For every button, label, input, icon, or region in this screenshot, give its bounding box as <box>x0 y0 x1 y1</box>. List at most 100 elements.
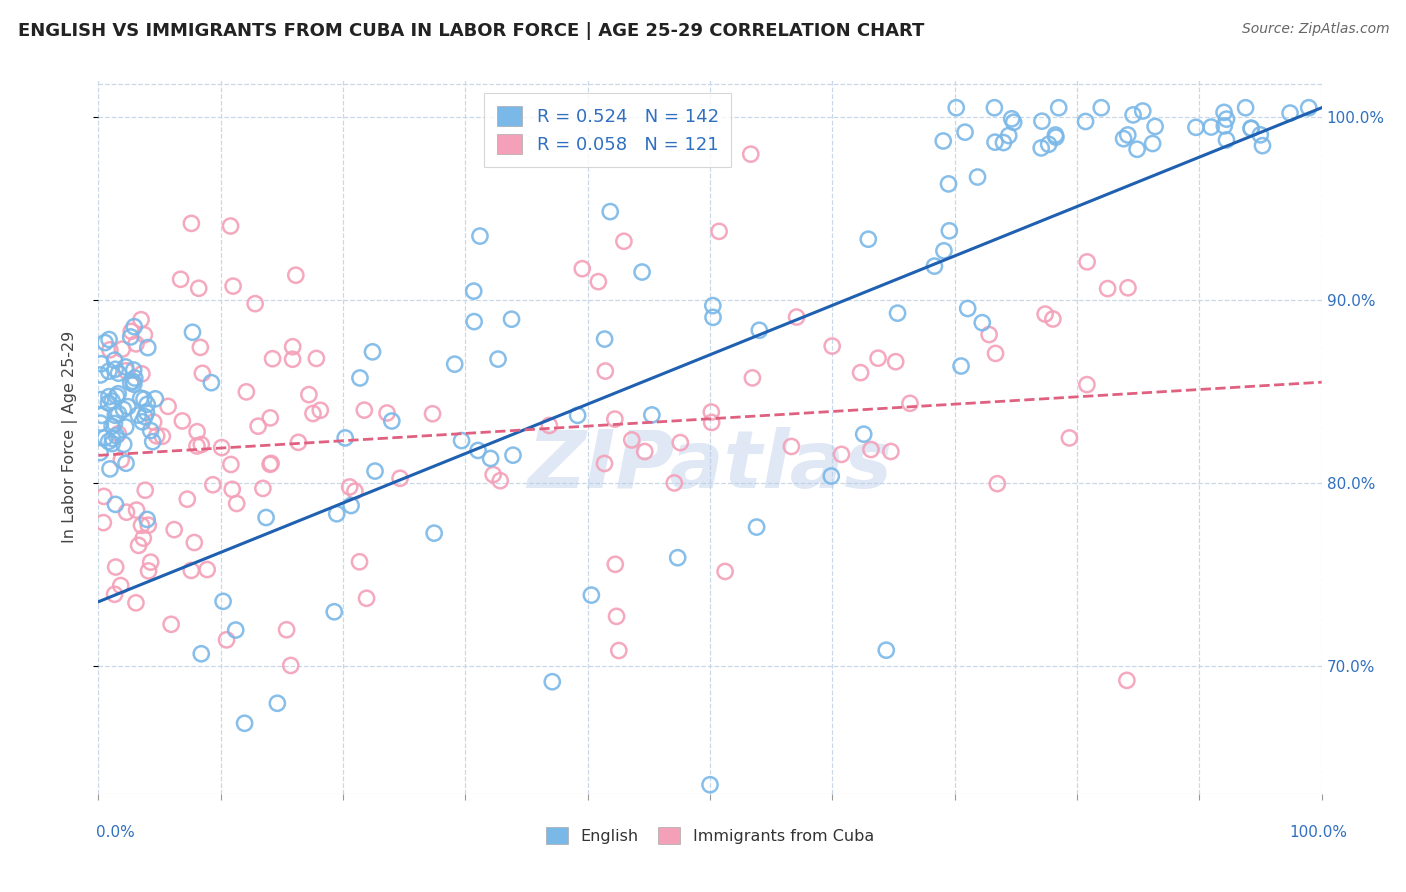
Point <box>938 224 960 238</box>
Point <box>163 523 186 537</box>
Point <box>1116 128 1139 142</box>
Point <box>97 434 120 449</box>
Point <box>381 414 404 428</box>
Point <box>631 265 654 279</box>
Point <box>956 301 979 316</box>
Point <box>115 364 138 378</box>
Point <box>831 447 853 461</box>
Point <box>858 232 880 246</box>
Point <box>112 437 135 451</box>
Point <box>932 244 955 258</box>
Point <box>1112 131 1135 145</box>
Point <box>219 458 242 472</box>
Point <box>195 563 218 577</box>
Point <box>1251 138 1274 153</box>
Point <box>450 434 472 448</box>
Point <box>1213 105 1236 120</box>
Point <box>482 467 505 482</box>
Point <box>468 229 491 244</box>
Point <box>1240 121 1263 136</box>
Point <box>1240 121 1263 136</box>
Point <box>145 429 167 443</box>
Point <box>1097 282 1119 296</box>
Point <box>898 396 921 410</box>
Point <box>101 419 124 434</box>
Point <box>1249 128 1271 142</box>
Point <box>463 284 485 298</box>
Point <box>302 407 325 421</box>
Point <box>105 429 128 443</box>
Point <box>259 410 281 425</box>
Point <box>186 425 208 439</box>
Point <box>740 147 762 161</box>
Point <box>180 216 202 230</box>
Point <box>821 339 844 353</box>
Point <box>243 296 266 310</box>
Point <box>122 363 145 377</box>
Point <box>150 429 173 443</box>
Point <box>172 414 194 428</box>
Point <box>131 367 153 381</box>
Point <box>104 560 127 574</box>
Point <box>222 279 245 293</box>
Point <box>780 440 803 454</box>
Point <box>219 219 242 233</box>
Point <box>101 436 124 450</box>
Point <box>112 402 135 417</box>
Point <box>356 591 378 606</box>
Point <box>605 558 627 572</box>
Point <box>1001 112 1024 126</box>
Point <box>187 281 209 295</box>
Point <box>107 407 129 421</box>
Point <box>641 408 664 422</box>
Point <box>107 426 129 441</box>
Point <box>104 587 127 601</box>
Point <box>467 443 489 458</box>
Point <box>634 444 657 458</box>
Point <box>884 355 907 369</box>
Point <box>581 588 603 602</box>
Point <box>605 609 627 624</box>
Point <box>595 364 617 378</box>
Legend: English, Immigrants from Cuba: English, Immigrants from Cuba <box>540 821 880 850</box>
Point <box>266 696 288 710</box>
Point <box>127 408 149 422</box>
Point <box>254 510 277 524</box>
Point <box>1132 103 1154 118</box>
Point <box>972 316 994 330</box>
Point <box>1042 312 1064 326</box>
Point <box>225 623 247 637</box>
Point <box>101 394 124 409</box>
Point <box>145 392 167 406</box>
Point <box>186 439 208 453</box>
Point <box>134 327 156 342</box>
Point <box>422 407 444 421</box>
Point <box>142 434 165 449</box>
Point <box>129 312 152 326</box>
Point <box>139 424 162 438</box>
Point <box>247 419 270 434</box>
Point <box>90 357 112 371</box>
Point <box>190 437 212 451</box>
Point <box>1047 101 1070 115</box>
Point <box>599 204 621 219</box>
Point <box>122 319 145 334</box>
Point <box>986 476 1008 491</box>
Point <box>260 456 283 470</box>
Point <box>1031 141 1053 155</box>
Point <box>349 371 371 385</box>
Point <box>284 268 307 283</box>
Point <box>613 234 636 248</box>
Point <box>120 330 142 344</box>
Point <box>950 359 973 373</box>
Point <box>90 409 112 423</box>
Point <box>339 480 361 494</box>
Point <box>702 299 724 313</box>
Point <box>89 368 111 382</box>
Point <box>979 327 1001 342</box>
Point <box>353 403 375 417</box>
Point <box>136 397 159 411</box>
Point <box>157 400 180 414</box>
Point <box>880 444 903 458</box>
Point <box>714 565 737 579</box>
